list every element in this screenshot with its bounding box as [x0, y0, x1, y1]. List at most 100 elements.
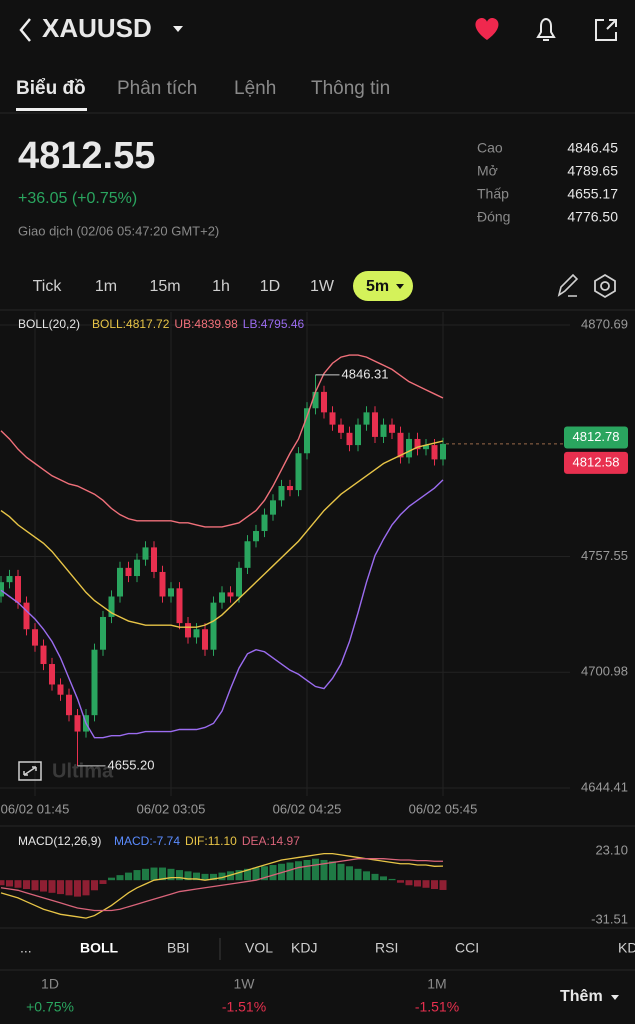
stat-label: Thấp: [477, 186, 509, 202]
candle-body: [125, 567, 132, 577]
macd-bar: [380, 876, 387, 881]
macd-bar: [431, 880, 438, 890]
candle-body: [23, 602, 30, 630]
indicator-tab[interactable]: KDJ: [291, 940, 317, 956]
indicator-tab[interactable]: BBI: [167, 940, 190, 956]
period-label: 1M: [427, 976, 446, 992]
more-button[interactable]: Thêm: [560, 988, 603, 1005]
interval[interactable]: 15m: [149, 278, 180, 295]
symbol-dropdown[interactable]: [173, 26, 183, 32]
share-icon[interactable]: [595, 19, 617, 41]
macd-bar: [388, 878, 396, 881]
macd-bar: [371, 873, 379, 881]
legend-entry: DEA:14.97: [242, 834, 300, 848]
favorite-icon[interactable]: [475, 18, 499, 40]
candle-body: [380, 424, 387, 437]
interval[interactable]: 1h: [212, 278, 230, 295]
tab[interactable]: Biểu đồ: [16, 78, 86, 99]
candle-body: [295, 453, 302, 491]
candle-body: [15, 576, 21, 603]
period-label: 1D: [41, 976, 59, 992]
macd-bar: [48, 880, 56, 893]
macd-bar: [116, 875, 124, 881]
price-change: +36.05 (+0.75%): [18, 190, 137, 207]
candle-body: [108, 596, 115, 617]
macd-bar: [269, 865, 277, 881]
candle-body: [168, 588, 174, 597]
alert-icon[interactable]: [536, 17, 556, 41]
settings-icon[interactable]: [594, 273, 616, 299]
interval-dropdown[interactable]: [396, 284, 404, 289]
candle-body: [32, 629, 38, 646]
macd-bar: [218, 872, 226, 881]
candle-body: [6, 576, 13, 583]
active-interval[interactable]: 5m: [366, 278, 389, 295]
y-tick-label: -31.51: [591, 911, 628, 926]
macd-bar: [6, 880, 13, 887]
y-tick-label: 4757.55: [581, 548, 628, 563]
indicator-tab[interactable]: RSI: [375, 940, 398, 956]
macd-bar: [439, 880, 447, 890]
stat-value: 4789.65: [567, 163, 618, 179]
macd-bar: [159, 867, 166, 881]
period-change: -1.51%: [222, 999, 266, 1015]
macd-bar: [82, 880, 90, 896]
tab[interactable]: Lệnh: [234, 78, 276, 99]
price-tag-label: 4812.58: [573, 454, 620, 469]
candle-body: [57, 684, 64, 695]
macd-bar: [167, 868, 175, 881]
indicator-tab[interactable]: VOL: [245, 940, 273, 956]
interval[interactable]: 1W: [310, 278, 335, 295]
candle-body: [414, 438, 421, 450]
macd-bar: [261, 866, 268, 881]
candle-body: [40, 645, 47, 665]
draw-tool-icon[interactable]: [557, 273, 579, 297]
indicator-tab[interactable]: ...: [20, 940, 32, 956]
candle-body: [66, 694, 72, 716]
settings-icon-center[interactable]: [600, 281, 610, 291]
interval[interactable]: 1D: [260, 278, 280, 295]
candle-body: [431, 445, 438, 460]
candle-body: [389, 424, 395, 433]
macd-plot: 23.10 -31.51 MACD(12,26,9) MACD:-7.74 DIF:11…: [0, 834, 628, 926]
performance-bar: 1D +0.75% 1W -1.51% 1M -1.51%: [26, 976, 459, 1015]
candle-body: [278, 486, 285, 501]
boll-line: [0, 440, 444, 628]
indicator-tab[interactable]: CCI: [455, 940, 479, 956]
watermark: Ultima: [52, 760, 114, 782]
legend-entry: LB:4795.46: [243, 317, 305, 331]
more-dropdown[interactable]: [611, 995, 619, 1000]
back-button[interactable]: [19, 18, 31, 42]
fullscreen-icon[interactable]: [18, 761, 42, 781]
candle-body: [338, 424, 344, 433]
interval[interactable]: Tick: [33, 278, 63, 295]
macd-bar: [57, 880, 64, 895]
macd-bar: [286, 862, 294, 881]
candle-body: [321, 391, 327, 413]
price-tag: [564, 451, 628, 474]
price-tag: [564, 426, 628, 449]
macd-bar: [65, 880, 73, 896]
indicator-tab[interactable]: BOLL: [80, 940, 119, 956]
symbol-title[interactable]: XAUUSD: [42, 13, 152, 43]
candle-body: [142, 547, 149, 560]
legend-entry: MACD:-7.74: [114, 834, 180, 848]
candle-body: [312, 391, 319, 409]
macd-bar: [91, 880, 98, 891]
candle-body: [49, 664, 55, 685]
indicator-tab[interactable]: KD: [618, 940, 635, 956]
low-label: 4655.20: [108, 757, 155, 772]
macd-bar: [14, 880, 22, 888]
y-tick-label: 4870.69: [581, 316, 628, 331]
interval-bar: Tick 1m 15m 1h 1D 1W: [33, 278, 335, 295]
active-interval-pill[interactable]: [353, 271, 413, 301]
interval[interactable]: 1m: [95, 278, 117, 295]
tab[interactable]: Thông tin: [311, 78, 390, 99]
tab[interactable]: Phân tích: [117, 78, 197, 99]
x-tick-label: 06/02 05:45: [409, 801, 478, 816]
boll-line: [0, 354, 444, 528]
macd-bar: [244, 868, 251, 881]
candle-body: [304, 408, 310, 454]
